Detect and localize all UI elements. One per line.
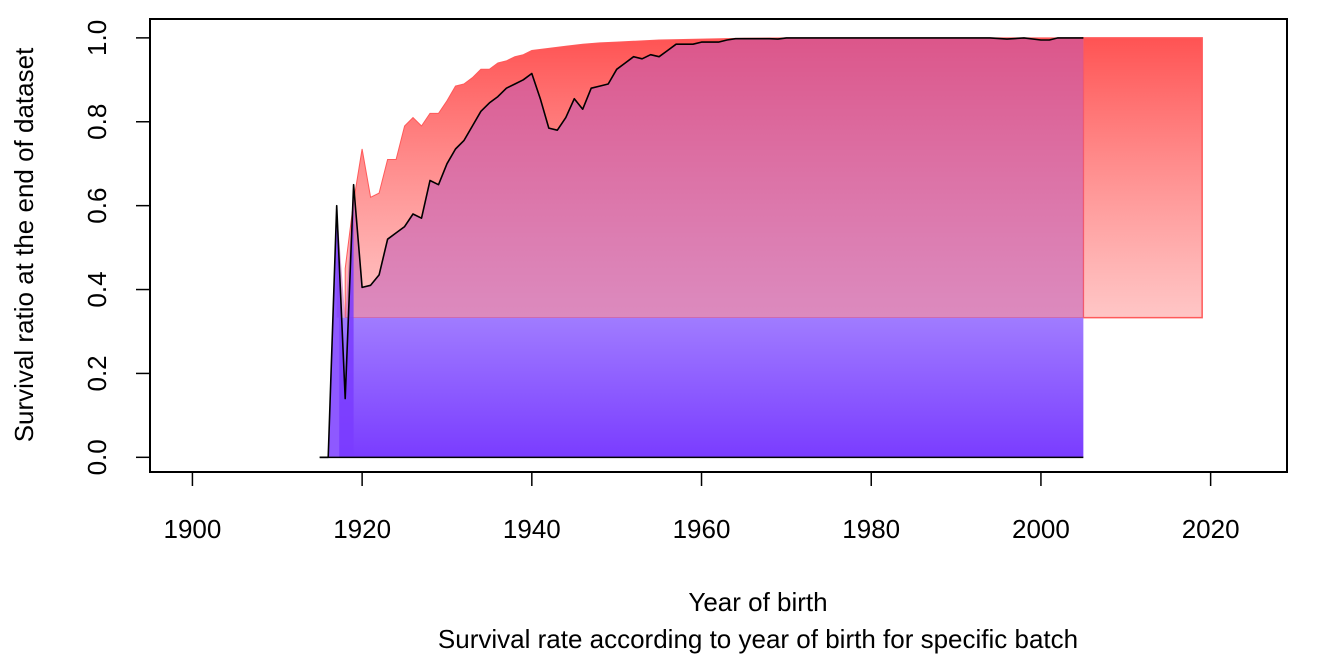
x-axis-title: Year of birth (688, 587, 827, 617)
projected-band-rect (1082, 37, 1203, 319)
x-tick-label: 1940 (503, 514, 561, 544)
x-tick-label: 2000 (1012, 514, 1070, 544)
baseline-fill-area (339, 317, 1084, 458)
x-tick-label: 2020 (1182, 514, 1240, 544)
y-tick-label: 0.4 (82, 271, 112, 307)
y-tick-label: 0.0 (82, 439, 112, 475)
area-layer (328, 37, 1203, 458)
x-tick-label: 1900 (164, 514, 222, 544)
x-axis: 1900 1920 1940 1960 1980 2000 2020 (164, 471, 1240, 544)
y-tick-label: 1.0 (82, 20, 112, 56)
y-tick-label: 0.6 (82, 188, 112, 224)
x-tick-label: 1980 (842, 514, 900, 544)
series-fill-area (336, 37, 1084, 318)
line-layer (319, 37, 1084, 459)
chart-subtitle: Survival rate according to year of birth… (438, 624, 1078, 654)
initial-spike-fill (328, 184, 354, 458)
y-axis: 0.0 0.2 0.4 0.6 0.8 1.0 (82, 20, 150, 475)
x-tick-label: 1920 (333, 514, 391, 544)
y-axis-title: Survival ratio at the end of dataset (9, 47, 39, 442)
x-tick-label: 1960 (673, 514, 731, 544)
y-tick-label: 0.2 (82, 355, 112, 391)
y-tick-label: 0.8 (82, 104, 112, 140)
survival-line (319, 37, 1084, 459)
